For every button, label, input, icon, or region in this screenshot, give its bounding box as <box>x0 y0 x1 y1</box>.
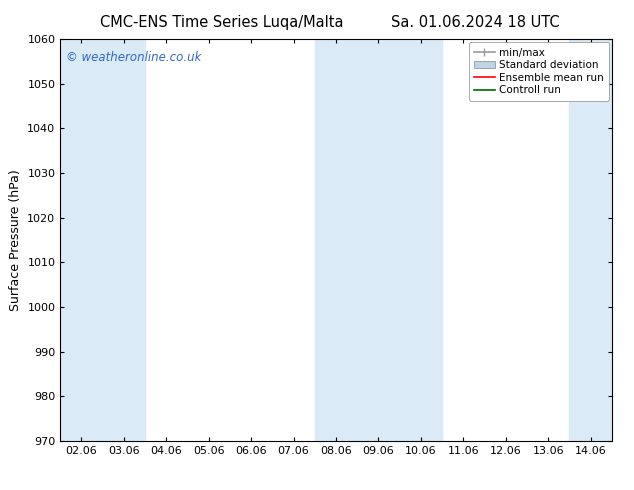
Bar <box>399 39 442 441</box>
Text: Sa. 01.06.2024 18 UTC: Sa. 01.06.2024 18 UTC <box>391 15 560 30</box>
Bar <box>60 39 103 441</box>
Bar <box>103 39 145 441</box>
Text: CMC-ENS Time Series Luqa/Malta: CMC-ENS Time Series Luqa/Malta <box>100 15 344 30</box>
Legend: min/max, Standard deviation, Ensemble mean run, Controll run: min/max, Standard deviation, Ensemble me… <box>469 42 609 100</box>
Y-axis label: Surface Pressure (hPa): Surface Pressure (hPa) <box>9 169 22 311</box>
Bar <box>357 39 399 441</box>
Bar <box>315 39 357 441</box>
Bar <box>569 39 612 441</box>
Text: © weatheronline.co.uk: © weatheronline.co.uk <box>66 51 201 64</box>
